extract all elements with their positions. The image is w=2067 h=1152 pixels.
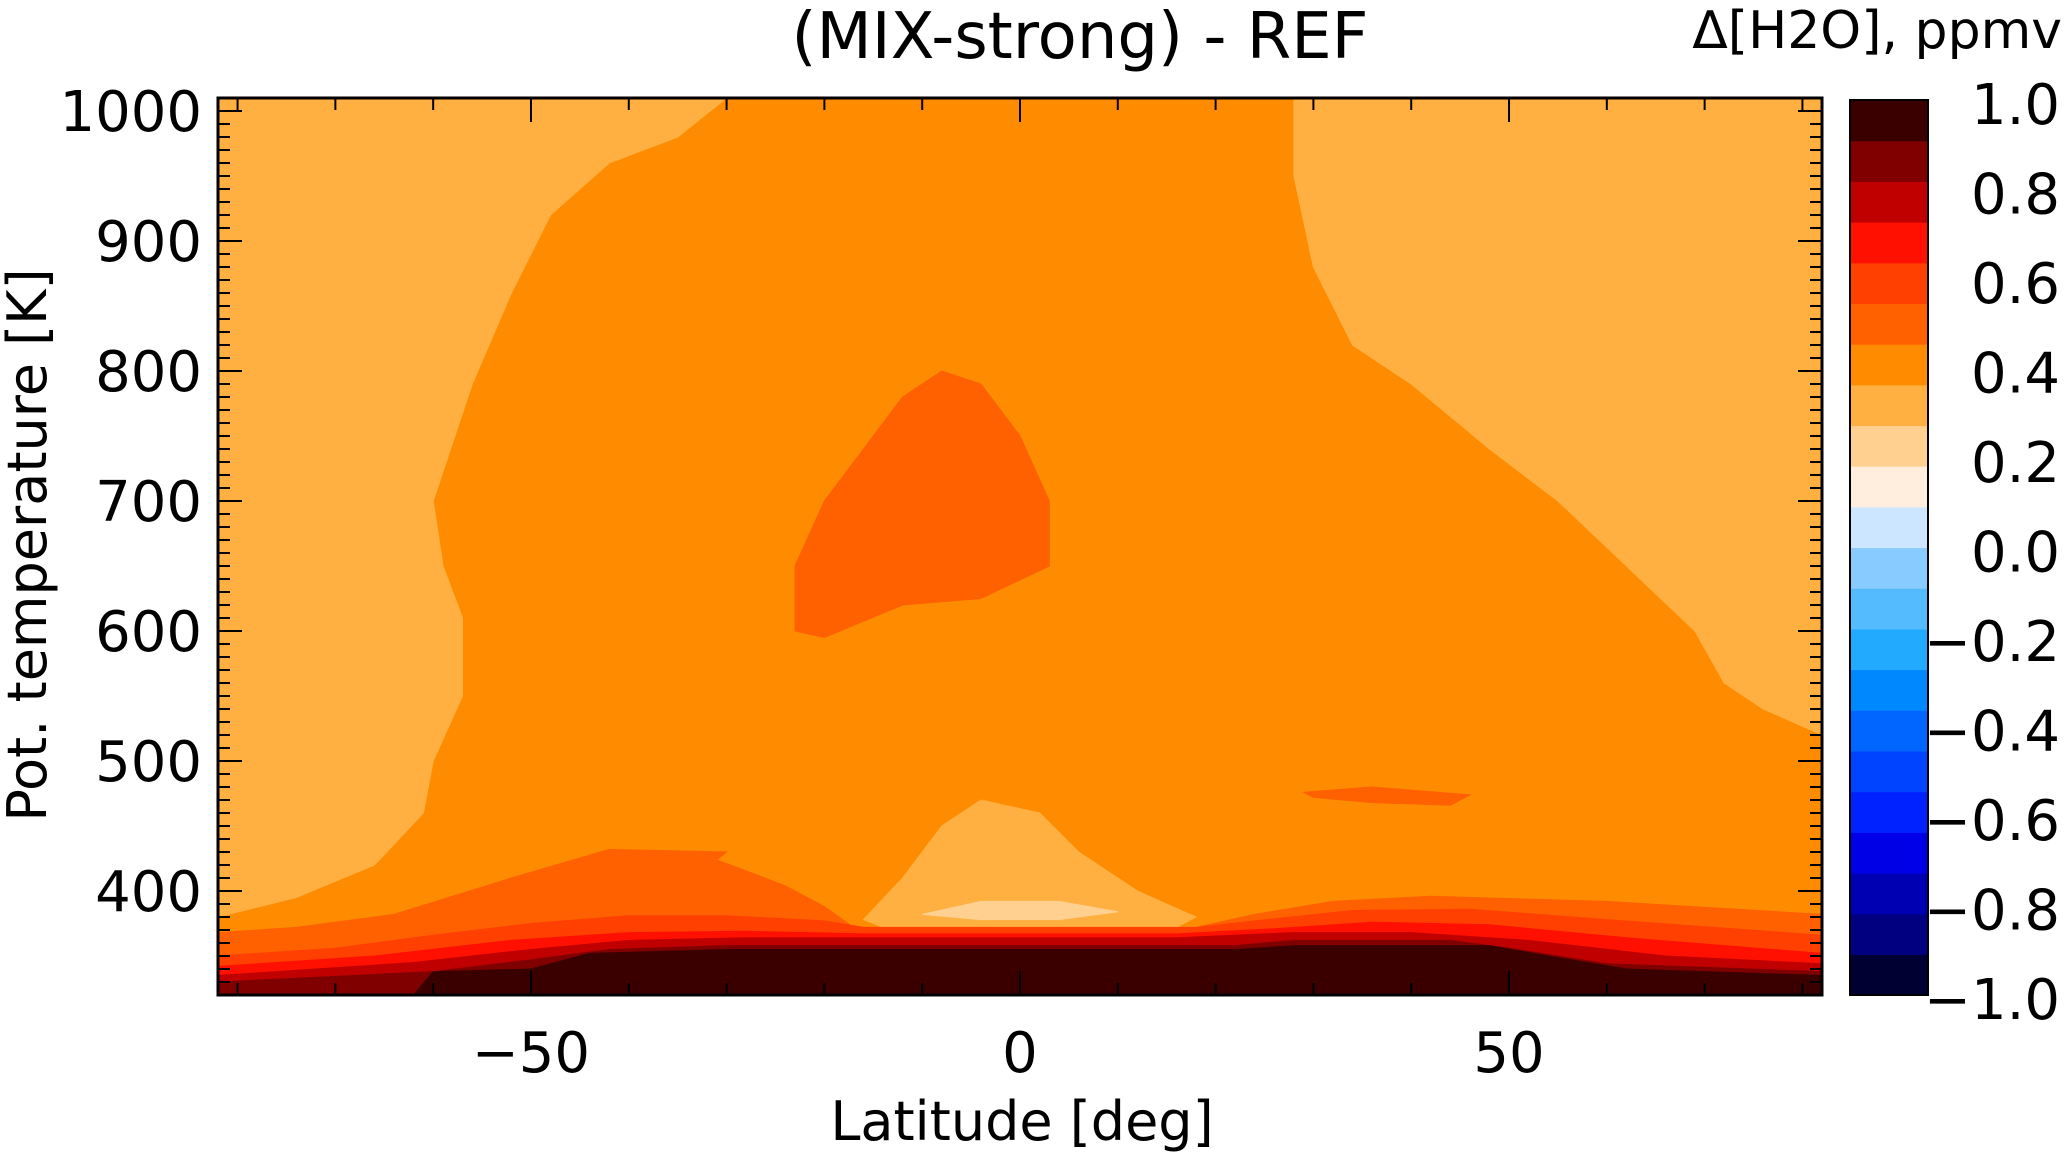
colorbar-swatch [1850,832,1928,874]
contour-region-4 [1293,98,1822,736]
contour-region-3 [218,98,728,918]
colorbar-swatch [1850,547,1928,589]
colorbar-swatch [1850,710,1928,752]
colorbar-swatch [1850,425,1928,467]
colorbar-tick-label: −0.8 [1924,879,2060,944]
colorbar-tick-label: −1.0 [1924,968,2060,1033]
colorbar-tick-label: 0.2 [1971,431,2060,496]
x-axis-title: Latitude [deg] [830,1090,1213,1152]
colorbar-swatch [1850,384,1928,427]
colorbar-tick-label: 0.4 [1971,342,2060,407]
colorbar-swatch [1850,222,1928,264]
y-tick-label: 700 [95,470,202,535]
contour-region-7 [794,370,1050,639]
colorbar-tick-label: −0.6 [1924,789,2060,854]
colorbar-tick-label: 0.8 [1971,163,2060,228]
colorbar-tick-label: 0.0 [1971,521,2060,586]
contour-region-6 [922,900,1118,921]
colorbar-swatch [1850,791,1928,833]
y-axis-title: Pot. temperature [K] [0,268,59,821]
colorbar-swatch [1850,100,1928,142]
colorbar-swatch [1850,303,1928,345]
colorbar-swatch [1850,588,1928,630]
colorbar-swatch [1850,669,1928,711]
y-tick-label: 1000 [59,80,202,145]
plot-area [218,98,1822,995]
colorbar-tick-label: −0.4 [1924,700,2060,765]
colorbar-swatch [1850,466,1928,508]
colorbar-swatch [1850,750,1928,793]
axes: −50 0 50 400 500 600 700 800 900 1000 [59,80,1824,1086]
colorbar-swatch [1850,913,1928,955]
colorbar-swatch [1850,628,1928,671]
x-tick-label: −50 [472,1021,590,1086]
colorbar-tick-label: −0.2 [1924,610,2060,675]
colorbar-swatch [1850,506,1928,549]
colorbar-swatch [1850,344,1928,386]
colorbar-swatch [1850,140,1928,182]
chart-title: (MIX-strong) - REF [792,0,1369,74]
colorbar-swatch [1850,954,1928,996]
colorbar-tick-label: 1.0 [1971,73,2060,138]
x-tick-label: 0 [1002,1021,1038,1086]
colorbar-swatch [1850,181,1928,223]
y-tick-label: 800 [95,340,202,405]
y-tick-label: 900 [95,210,202,275]
y-tick-label: 600 [95,600,202,665]
y-tick-label: 500 [95,730,202,795]
y-tick-label: 400 [95,860,202,925]
colorbar-title: Δ[H2O], ppmv [1692,1,2062,61]
colorbar-tick-label: 0.6 [1971,252,2060,317]
contour-region-15 [412,945,1822,995]
colorbar: −1.0 −0.8 −0.6 −0.4 −0.2 0.0 0.2 0.4 0.6 0.8 1.0 [1849,73,2060,1033]
x-tick-label: 50 [1473,1021,1544,1086]
colorbar-swatch [1850,262,1928,305]
contour-region-8 [1301,786,1472,806]
colorbar-swatch [1850,872,1928,915]
colorbar-frame [1849,99,1929,996]
